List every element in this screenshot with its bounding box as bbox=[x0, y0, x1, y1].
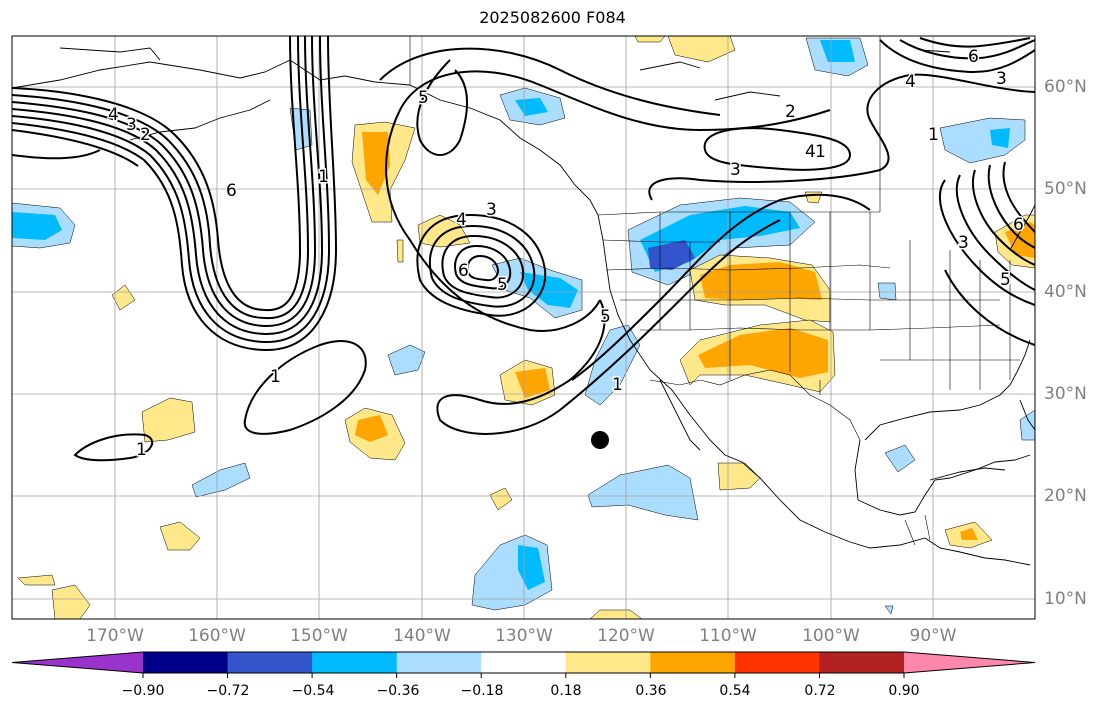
colorbar-segment bbox=[819, 652, 905, 673]
lat-label: 50°N bbox=[1044, 179, 1087, 199]
colorbar-tick-label: 0.54 bbox=[719, 683, 751, 699]
contour-label: 6 bbox=[226, 181, 237, 201]
contour-label: 3 bbox=[126, 115, 137, 135]
lon-label: 120°W bbox=[597, 626, 655, 646]
graticule bbox=[12, 36, 1035, 619]
lon-label: 160°W bbox=[188, 626, 246, 646]
colorbar-tick-label: 0.36 bbox=[635, 683, 667, 699]
colorbar-tick-label: 0.90 bbox=[888, 683, 920, 699]
colorbar-tick-label: 0.18 bbox=[550, 683, 582, 699]
contour-label: 1 bbox=[928, 125, 939, 145]
lat-label: 60°N bbox=[1044, 77, 1087, 97]
colorbar-tick-label: 0.72 bbox=[804, 683, 836, 699]
contour-label: 1 bbox=[815, 142, 826, 162]
colorbar-segment bbox=[143, 652, 229, 673]
colorbar-segment bbox=[481, 652, 567, 673]
lon-label: 140°W bbox=[393, 626, 451, 646]
colorbar-tick-label: −0.54 bbox=[291, 683, 335, 699]
contour-label: 3 bbox=[486, 200, 497, 220]
contour-label: 3 bbox=[730, 160, 741, 180]
point-marker bbox=[591, 431, 609, 449]
lon-label: 90°W bbox=[909, 626, 957, 646]
contour-label: 2 bbox=[785, 102, 796, 122]
lat-label: 10°N bbox=[1044, 589, 1087, 609]
contour-label: 6 bbox=[1013, 215, 1024, 235]
contour-labels: 4 3 2 6 1 5 3 4 6 5 1 1 5 2 3 4 1 6 4 3 … bbox=[107, 46, 1026, 462]
contour-label: 1 bbox=[136, 440, 147, 460]
colorbar-extend-low bbox=[12, 652, 143, 673]
map-title: 2025082600 F084 bbox=[479, 8, 626, 27]
map-area: 4 3 2 6 1 5 3 4 6 5 1 1 5 2 3 4 1 6 4 3 … bbox=[12, 36, 1035, 619]
colorbar-segment bbox=[312, 652, 398, 673]
coastlines bbox=[12, 39, 1035, 566]
colorbar-tick-label: −0.90 bbox=[121, 683, 165, 699]
lat-label: 20°N bbox=[1044, 486, 1087, 506]
contour-label: 3 bbox=[958, 233, 969, 253]
contour-label: 5 bbox=[600, 307, 611, 327]
colorbar-segment bbox=[565, 652, 651, 673]
contour-label: 4 bbox=[905, 72, 916, 92]
lon-label: 130°W bbox=[495, 626, 553, 646]
contour-label: 4 bbox=[108, 105, 119, 125]
lat-label: 30°N bbox=[1044, 384, 1087, 404]
colorbar-segment bbox=[396, 652, 482, 673]
negative-shading bbox=[12, 37, 1035, 615]
colorbar-tick-label: −0.72 bbox=[206, 683, 250, 699]
colorbar-extend-high bbox=[904, 652, 1035, 673]
colorbar-tick-label: −0.18 bbox=[460, 683, 504, 699]
contour-label: 1 bbox=[612, 375, 623, 395]
lon-label: 110°W bbox=[699, 626, 757, 646]
lon-label: 100°W bbox=[802, 626, 860, 646]
map-frame bbox=[11, 35, 1036, 620]
contour-label: 4 bbox=[456, 210, 467, 230]
lat-label: 40°N bbox=[1044, 282, 1087, 302]
contour-label: 5 bbox=[497, 275, 508, 295]
contour-lines bbox=[12, 36, 1035, 462]
colorbar-tick-label: −0.36 bbox=[376, 683, 420, 699]
contour-label: 6 bbox=[968, 47, 979, 67]
contour-label: 4 bbox=[805, 142, 816, 162]
contour-label: 1 bbox=[318, 167, 329, 187]
lon-label: 150°W bbox=[290, 626, 348, 646]
colorbar-segment bbox=[227, 652, 313, 673]
contour-label: 5 bbox=[1000, 270, 1011, 290]
contour-label: 3 bbox=[996, 69, 1007, 89]
contour-label: 5 bbox=[418, 88, 429, 108]
colorbar-segment bbox=[734, 652, 820, 673]
contour-label: 2 bbox=[140, 125, 151, 145]
colorbar bbox=[11, 651, 1036, 678]
contour-label: 6 bbox=[458, 261, 469, 281]
contour-label: 1 bbox=[270, 367, 281, 387]
colorbar-segment bbox=[650, 652, 736, 673]
lon-label: 170°W bbox=[86, 626, 144, 646]
